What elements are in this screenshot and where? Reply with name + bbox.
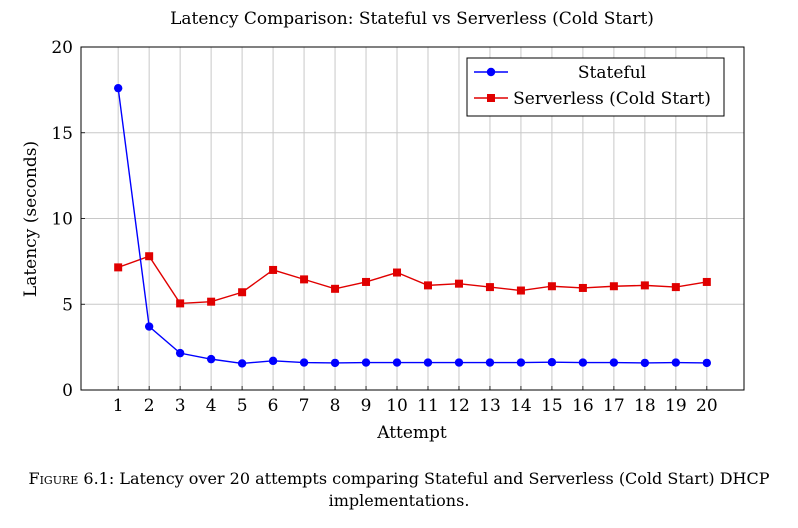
data-point-stateful <box>609 358 619 367</box>
y-tick-label: 15 <box>51 124 73 144</box>
chart-title: Latency Comparison: Stateful vs Serverle… <box>170 9 654 29</box>
x-tick-label: 8 <box>330 396 341 416</box>
x-tick-label: 16 <box>572 396 594 416</box>
data-point-stateful <box>237 359 247 368</box>
legend-marker-stateful <box>486 67 496 77</box>
data-point-serverless <box>578 283 587 292</box>
y-tick-label: 20 <box>51 38 73 58</box>
data-point-stateful <box>423 358 433 367</box>
data-point-stateful <box>268 356 278 366</box>
figure-caption: Figure 6.1: Latency over 20 attempts com… <box>0 468 798 512</box>
x-tick-label: 1 <box>113 396 124 416</box>
data-point-stateful <box>392 358 402 367</box>
data-point-serverless <box>331 284 340 293</box>
x-tick-label: 5 <box>237 396 248 416</box>
data-point-serverless <box>454 279 463 288</box>
data-point-serverless <box>114 263 123 272</box>
data-point-serverless <box>702 277 711 286</box>
x-tick-label: 19 <box>665 396 687 416</box>
data-point-stateful <box>578 358 588 367</box>
x-tick-label: 13 <box>479 396 501 416</box>
legend: Stateful Serverless (Cold Start) <box>466 57 725 117</box>
y-tick-label: 10 <box>51 210 73 230</box>
data-point-stateful <box>640 358 650 368</box>
x-tick-label: 3 <box>175 396 186 416</box>
x-tick-label: 14 <box>510 396 532 416</box>
data-point-serverless <box>362 277 371 286</box>
y-tick-label: 0 <box>62 381 73 401</box>
data-point-serverless <box>547 282 556 291</box>
data-point-serverless <box>423 281 432 290</box>
data-point-serverless <box>145 252 154 261</box>
data-point-serverless <box>671 283 680 292</box>
x-tick-label: 17 <box>603 396 625 416</box>
x-tick-label: 11 <box>417 396 439 416</box>
legend-label-serverless: Serverless (Cold Start) <box>513 89 711 109</box>
series-line-serverless <box>117 255 707 305</box>
data-point-serverless <box>300 275 309 284</box>
y-axis-label: Latency (seconds) <box>21 141 41 297</box>
data-point-serverless <box>176 299 185 308</box>
x-tick-label: 15 <box>541 396 563 416</box>
data-point-stateful <box>330 358 340 368</box>
x-tick-label: 12 <box>448 396 470 416</box>
data-point-serverless <box>238 288 247 297</box>
x-tick-label: 6 <box>268 396 279 416</box>
caption-text: Latency over 20 attempts comparing State… <box>119 469 770 510</box>
x-tick-label: 18 <box>634 396 656 416</box>
data-point-stateful <box>175 348 185 358</box>
x-axis-label: Attempt <box>376 423 447 443</box>
data-point-stateful <box>454 358 464 367</box>
series-line-stateful <box>117 88 707 365</box>
data-point-stateful <box>516 358 526 367</box>
data-point-stateful <box>702 358 712 368</box>
data-point-stateful <box>671 358 681 367</box>
data-point-serverless <box>393 268 402 277</box>
y-tick-label: 5 <box>62 295 73 315</box>
caption-label: Figure 6.1: <box>28 469 115 488</box>
data-point-stateful <box>144 322 154 331</box>
data-point-serverless <box>485 283 494 292</box>
series-layer <box>113 83 712 368</box>
data-point-serverless <box>207 297 216 306</box>
data-point-serverless <box>609 282 618 291</box>
data-point-stateful <box>547 358 557 367</box>
data-point-serverless <box>640 281 649 290</box>
data-point-stateful <box>113 83 123 93</box>
legend-box <box>466 57 725 117</box>
x-tick-label: 2 <box>144 396 155 416</box>
legend-marker-serverless <box>487 94 495 102</box>
data-point-serverless <box>516 286 525 295</box>
data-point-serverless <box>269 265 278 274</box>
data-point-stateful <box>485 358 495 367</box>
data-point-stateful <box>206 354 216 364</box>
data-point-stateful <box>361 358 371 367</box>
x-tick-label: 7 <box>299 396 310 416</box>
x-tick-label: 9 <box>361 396 372 416</box>
legend-label-stateful: Stateful <box>578 63 646 83</box>
x-tick-label: 10 <box>386 396 408 416</box>
data-point-stateful <box>299 358 309 367</box>
x-tick-label: 4 <box>206 396 217 416</box>
x-tick-label: 20 <box>696 396 718 416</box>
